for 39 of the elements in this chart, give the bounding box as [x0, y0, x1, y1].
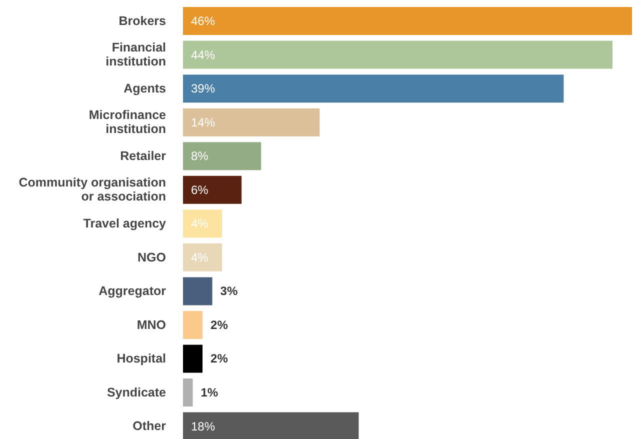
- bar: [183, 412, 359, 439]
- y-tick-label: NGO: [138, 250, 166, 264]
- data-label: 46%: [191, 14, 216, 28]
- data-label: 44%: [191, 48, 216, 62]
- y-tick-label: Hospital: [116, 352, 166, 366]
- data-label: 3%: [220, 284, 238, 298]
- y-tick-label: Community organisation or association: [18, 176, 166, 204]
- y-tick-label: Aggregator: [98, 284, 166, 298]
- y-tick-label: Financial institution: [106, 40, 166, 69]
- y-tick-label: Other: [132, 419, 166, 434]
- y-tick-label: Microfinance institution: [88, 108, 166, 136]
- bar: [183, 210, 222, 238]
- bar: [183, 243, 222, 272]
- data-label: 8%: [191, 149, 209, 164]
- bar: [183, 176, 242, 204]
- bar: [183, 344, 203, 373]
- y-tick-label: Brokers: [118, 14, 166, 28]
- bar: [183, 7, 632, 36]
- data-label: 6%: [191, 182, 209, 197]
- data-label: 1%: [200, 386, 218, 400]
- data-label: 2%: [210, 318, 228, 332]
- data-label: 39%: [191, 82, 216, 96]
- bar: [183, 310, 203, 339]
- data-label: 4%: [191, 250, 209, 264]
- y-tick-label: Agents: [124, 81, 166, 96]
- bar: [183, 142, 262, 170]
- y-tick-label: Travel agency: [83, 216, 166, 230]
- bar: [183, 277, 212, 306]
- bar: [183, 378, 193, 406]
- y-tick-label: Retailer: [120, 148, 166, 163]
- data-label: 2%: [210, 352, 228, 366]
- data-label: 14%: [191, 115, 216, 130]
- data-label: 18%: [191, 419, 216, 434]
- bar: [183, 108, 320, 136]
- y-tick-label: Syndicate: [106, 385, 166, 400]
- bar: [183, 40, 612, 69]
- y-tick-label: MNO: [136, 318, 166, 332]
- bar: [183, 74, 564, 103]
- data-label: 4%: [191, 216, 209, 231]
